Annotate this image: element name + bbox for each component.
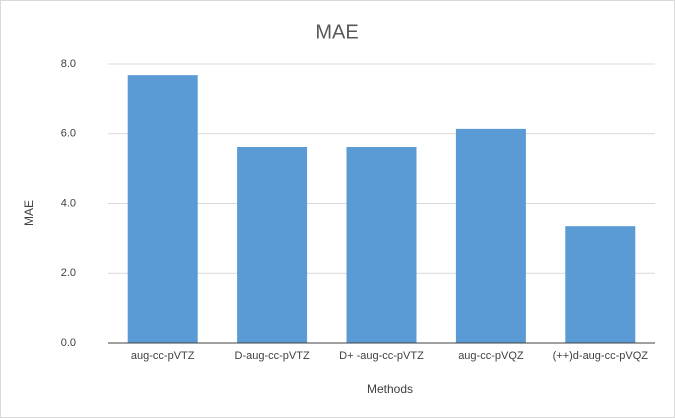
y-tick-label: 2.0 — [61, 267, 76, 279]
y-tick-label: 6.0 — [61, 128, 76, 140]
bar — [565, 226, 636, 343]
y-tick-label: 8.0 — [61, 58, 76, 70]
chart-title: MAE — [315, 21, 358, 43]
x-tick-label: D-aug-cc-pVTZ — [235, 350, 310, 362]
x-axis-label: Methods — [367, 382, 413, 396]
bar — [455, 128, 526, 343]
bar — [127, 75, 198, 343]
y-axis-label: MAE — [22, 200, 36, 226]
y-tick-label: 4.0 — [61, 197, 76, 209]
bar — [237, 147, 308, 343]
y-tick-label: 0.0 — [61, 337, 76, 349]
x-tick-label: (++)d-aug-cc-pVQZ — [553, 350, 649, 362]
x-tick-label: aug-cc-pVTZ — [131, 350, 195, 362]
bar — [346, 147, 417, 343]
x-tick-label: aug-cc-pVQZ — [458, 350, 524, 362]
x-tick-label: D+ -aug-cc-pVTZ — [339, 350, 424, 362]
